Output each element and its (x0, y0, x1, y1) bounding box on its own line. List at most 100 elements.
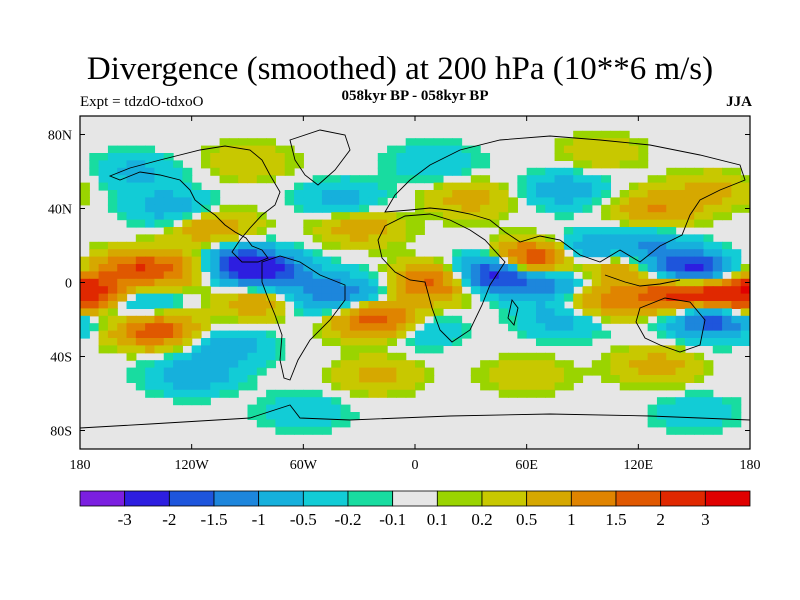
field-cell (563, 323, 574, 332)
field-cell (647, 234, 658, 243)
field-cell (508, 323, 518, 332)
field-cell (656, 382, 667, 391)
field-cell (359, 241, 370, 250)
field-cell (666, 197, 677, 206)
field-cell (563, 145, 574, 154)
field-cell (554, 167, 565, 176)
field-cell (526, 227, 537, 235)
field-cell (433, 167, 444, 176)
field-cell (722, 293, 732, 302)
field-cell (619, 308, 630, 317)
field-cell (200, 249, 211, 258)
field-cell (433, 190, 444, 198)
field-cell (684, 375, 695, 383)
field-cell (331, 286, 342, 295)
field-cell (489, 375, 500, 383)
field-cell (145, 345, 156, 354)
field-cell (433, 197, 444, 206)
field-cell (424, 190, 435, 198)
field-cell (489, 278, 500, 287)
colorbar-label: -2 (162, 510, 176, 529)
field-cell (359, 197, 370, 206)
field-cell (294, 301, 304, 309)
field-cell (228, 271, 239, 280)
field-cell (731, 330, 742, 339)
field-cell (303, 404, 314, 413)
field-cell (173, 241, 183, 250)
field-cell (275, 153, 286, 161)
field-cell (145, 382, 156, 391)
field-cell (498, 382, 509, 391)
field-cell (219, 160, 230, 169)
field-cell (135, 212, 146, 221)
field-cell (154, 264, 165, 272)
field-cell (173, 264, 183, 272)
field-cell (601, 130, 612, 139)
field-cell (247, 382, 258, 391)
field-cell (452, 212, 463, 221)
field-cell (563, 241, 574, 250)
field-cell (331, 382, 342, 391)
field-cell (219, 382, 230, 391)
field-cell (591, 145, 602, 154)
field-cell (535, 190, 546, 198)
field-cell (656, 352, 667, 361)
field-cell (256, 338, 267, 346)
field-cell (80, 190, 90, 198)
field-cell (619, 315, 630, 324)
field-cell (656, 197, 667, 206)
field-cell (368, 382, 379, 391)
field-cell (154, 249, 165, 258)
field-cell (135, 278, 146, 287)
field-cell (563, 138, 574, 147)
field-cell (694, 419, 705, 428)
field-cell (349, 175, 360, 184)
coast-eurasia (384, 135, 746, 263)
field-cell (722, 212, 732, 221)
field-cell (256, 219, 267, 228)
field-cell (591, 190, 602, 198)
field-cell (535, 241, 546, 250)
field-cell (396, 352, 407, 361)
field-cell (610, 160, 621, 169)
field-cell (284, 278, 295, 287)
field-cell (461, 204, 472, 213)
field-cell (163, 360, 174, 369)
field-cell (684, 323, 695, 332)
field-cell (415, 271, 425, 280)
field-cell (107, 153, 118, 161)
field-cell (135, 256, 146, 265)
field-cell (377, 301, 388, 309)
field-cell (284, 412, 295, 420)
field-cell (266, 234, 277, 243)
field-cell (107, 204, 118, 213)
field-cell (424, 330, 435, 339)
field-cell (666, 426, 677, 435)
field-cell (312, 426, 323, 435)
field-cell (508, 360, 518, 369)
field-cell (89, 293, 100, 302)
colorbar-label: 0.2 (471, 510, 492, 529)
field-cell (126, 345, 137, 354)
field-cell (256, 352, 267, 361)
field-cell (200, 241, 211, 250)
field-cell (294, 419, 304, 428)
field-cell (135, 153, 146, 161)
field-cell (619, 293, 630, 302)
field-cell (554, 382, 565, 391)
field-cell (470, 249, 481, 258)
field-cell (163, 338, 174, 346)
field-cell (126, 249, 137, 258)
field-cell (601, 153, 612, 161)
field-cell (675, 315, 686, 324)
field-cell (619, 360, 630, 369)
field-cell (675, 426, 686, 435)
field-cell (312, 293, 323, 302)
field-cell (601, 315, 612, 324)
field-cell (498, 190, 509, 198)
field-cell (554, 323, 565, 332)
field-cell (601, 293, 612, 302)
field-cell (703, 360, 714, 369)
field-cell (647, 197, 658, 206)
field-cell (610, 286, 621, 295)
